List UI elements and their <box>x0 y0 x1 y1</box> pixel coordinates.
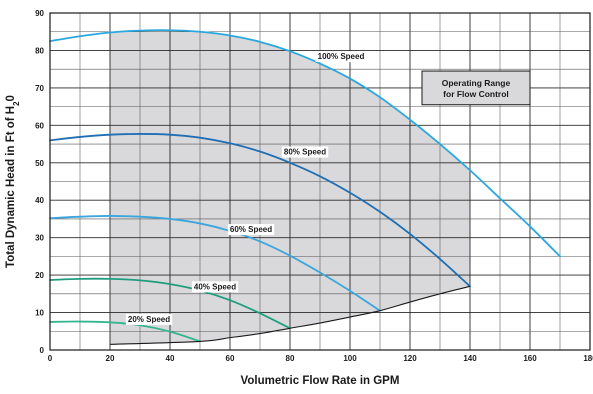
curve-labels: 100% Speed 80% Speed 60% Speed 40% Speed 20%… <box>125 51 367 325</box>
y-tick-label: 20 <box>35 271 44 280</box>
curve-label: 20% Speed <box>128 315 170 324</box>
y-tick-label: 60 <box>35 121 44 130</box>
plot-border <box>49 12 591 351</box>
x-tick-label: 100 <box>343 354 357 363</box>
y-axis-title-main: Total Dynamic Head in Ft of H <box>5 106 17 268</box>
y-tick-label: 30 <box>35 234 44 243</box>
x-tick-label: 160 <box>523 354 537 363</box>
x-tick-label: 120 <box>403 354 417 363</box>
curve-label-group: 60% Speed <box>227 224 275 236</box>
curve-label: 60% Speed <box>230 225 272 234</box>
curve-label-backing <box>281 146 329 158</box>
legend-line-operating-range: Operating Range <box>442 78 511 88</box>
curve-40-percent-speed <box>49 277 291 330</box>
curve-label-group: 80% Speed <box>281 146 329 158</box>
curve-label: 40% Speed <box>194 282 236 291</box>
curve-label-group: 100% Speed <box>315 51 367 63</box>
curve-label-backing <box>125 313 173 325</box>
x-tick-label: 40 <box>166 354 175 363</box>
y-tick-label: 80 <box>35 46 44 55</box>
x-tick-label: 80 <box>286 354 295 363</box>
curve-label-backing <box>191 281 239 293</box>
x-tick-label: 180 <box>583 354 593 363</box>
x-tick-label: 0 <box>48 354 53 363</box>
curve-label: 100% Speed <box>318 52 365 61</box>
curve-80-percent-speed <box>49 133 471 288</box>
curve-label: 80% Speed <box>284 148 326 157</box>
curve-60-percent-speed <box>49 215 381 312</box>
x-axis-ticks: 0 20 40 60 80 100 120 140 160 180 <box>48 354 593 363</box>
curve-100-percent-speed <box>49 29 561 258</box>
system-curve <box>109 285 471 345</box>
x-tick-label: 20 <box>106 354 115 363</box>
curve-label-group: 40% Speed <box>191 281 239 293</box>
y-tick-label: 70 <box>35 84 44 93</box>
x-tick-label: 140 <box>463 354 477 363</box>
curve-label-group: 20% Speed <box>125 313 173 325</box>
curve-20-percent-speed <box>49 320 201 343</box>
y-axis-title-subscript: 2 <box>12 101 21 106</box>
y-tick-label: 50 <box>35 159 44 168</box>
legend-box-frame <box>421 70 531 106</box>
y-axis-title-suffix: 0 <box>5 95 17 101</box>
x-axis-title: Volumetric Flow Rate in GPM <box>241 375 400 387</box>
operating-range-legend-box: Operating Range for Flow Control <box>421 70 531 106</box>
curve-label-backing <box>315 51 367 63</box>
y-tick-label: 40 <box>35 196 44 205</box>
curve-label-backing <box>227 224 275 236</box>
legend-line-for-flow-control: for Flow Control <box>443 89 509 99</box>
speed-curves <box>49 29 561 343</box>
y-axis-ticks: 0 10 20 30 40 50 60 70 80 90 <box>35 9 44 355</box>
x-tick-label: 60 <box>226 354 235 363</box>
y-tick-label: 90 <box>35 9 44 18</box>
y-axis-title: Total Dynamic Head in Ft of H20 <box>5 95 21 268</box>
y-tick-label: 10 <box>35 309 44 318</box>
y-tick-label: 0 <box>40 346 45 355</box>
